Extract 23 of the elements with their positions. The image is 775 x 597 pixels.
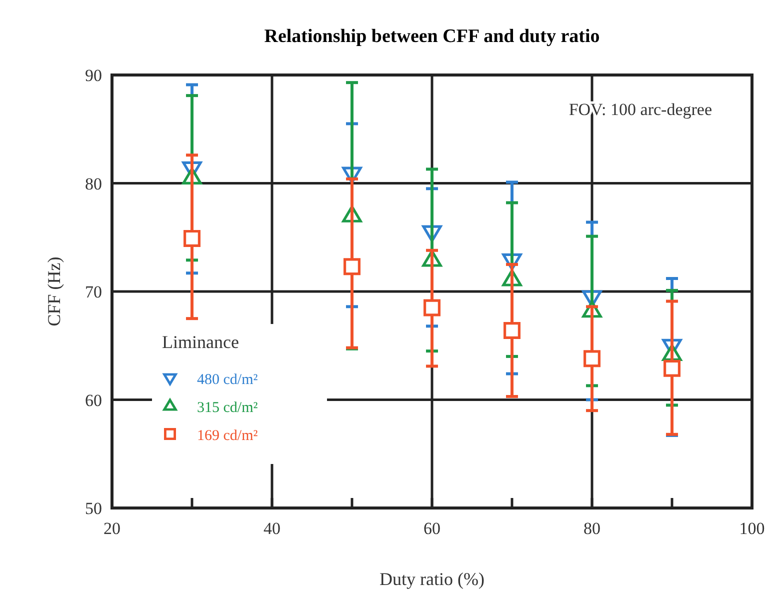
y-tick-label: 60 (85, 390, 102, 410)
point (424, 299, 440, 316)
point (344, 258, 360, 276)
y-tick-label: 50 (85, 499, 102, 518)
x-tick-label: 60 (424, 519, 440, 538)
x-tick-label: 40 (264, 519, 280, 538)
y-tick-label: 70 (85, 282, 102, 302)
x-tick-label: 100 (739, 519, 765, 538)
legend-label: 315 cd/m² (197, 400, 258, 416)
point (504, 322, 520, 339)
y-tick-label: 90 (85, 66, 102, 85)
x-tick-label: 20 (104, 519, 120, 538)
y-tick-label: 80 (85, 174, 102, 194)
y-axis-title: CFF (Hz) (44, 256, 64, 326)
x-axis-title: Duty ratio (%) (380, 569, 484, 589)
point (184, 230, 200, 247)
legend-title: Liminance (162, 332, 239, 352)
legend-label: 480 cd/m² (197, 372, 258, 388)
chart-title: Relationship between CFF and duty ratio (264, 26, 600, 47)
point (664, 360, 680, 377)
legend-label: 169 cd/m² (197, 428, 258, 444)
point (584, 350, 600, 368)
x-tick-label: 80 (584, 519, 600, 538)
